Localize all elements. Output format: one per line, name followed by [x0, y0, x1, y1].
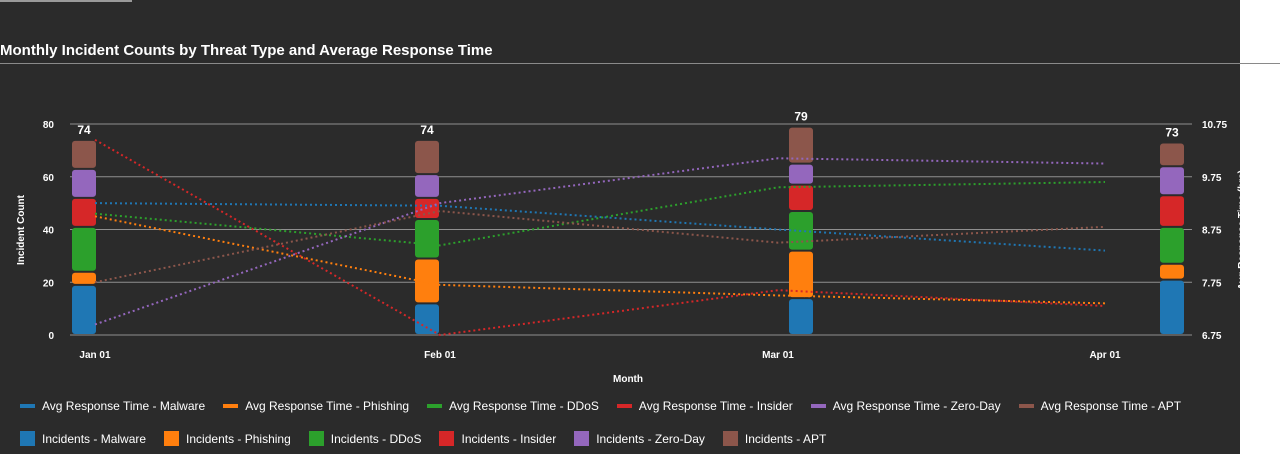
series-line: [94, 215, 1106, 305]
page-title: Monthly Incident Counts by Threat Type a…: [0, 42, 493, 59]
legend-swatch: [223, 404, 239, 408]
series-line: [94, 181, 1106, 247]
bar-total-label: 73: [1165, 125, 1179, 139]
bar-segment: [789, 251, 813, 298]
x-tick-label: Apr 01: [1089, 350, 1121, 361]
bar-segment: [1160, 143, 1184, 166]
tab-indicator: [0, 0, 132, 2]
legend-label: Avg Response Time - Phishing: [245, 399, 410, 413]
legend-label: Incidents - DDoS: [330, 431, 422, 446]
legend-swatch: [810, 404, 826, 408]
series-line: [94, 138, 1106, 337]
bar-segment: [415, 219, 439, 258]
series-line: [94, 202, 1106, 252]
legend-entry[interactable]: Avg Response Time - DDoS: [427, 399, 599, 413]
title-divider: [0, 63, 1280, 64]
bar-total-label: 79: [794, 110, 808, 124]
bar-total-label: 74: [420, 123, 434, 137]
legend-label: Incidents - Insider: [461, 431, 557, 446]
x-tick-label: Feb 01: [424, 350, 456, 361]
x-tick-label: Jan 01: [79, 350, 111, 361]
bar-segment: [72, 227, 96, 271]
legend-swatch: [1018, 404, 1034, 408]
legend-label: Incidents - Phishing: [186, 431, 291, 446]
legend-entry[interactable]: Incidents - Zero-Day: [574, 431, 705, 446]
legend-swatch: [616, 404, 632, 408]
series-line: [94, 210, 1106, 284]
bar-segment: [789, 127, 813, 163]
legend-entry[interactable]: Incidents - Phishing: [164, 431, 291, 446]
legend-label: Avg Response Time - Insider: [638, 399, 793, 413]
bar-segment: [72, 272, 96, 284]
chart-panel: [0, 0, 1240, 454]
y-tick-label: 40: [43, 226, 55, 237]
legend-lines: Avg Response Time - Malware Avg Response …: [20, 399, 1199, 413]
bar-segment: [1160, 167, 1184, 195]
legend-label: Avg Response Time - APT: [1040, 399, 1182, 413]
bar-total-label: 74: [77, 123, 91, 137]
legend-label: Avg Response Time - Malware: [42, 399, 206, 413]
bar-segment: [789, 164, 813, 184]
legend-swatch: [20, 404, 35, 408]
bar-segment: [789, 299, 813, 334]
legend-entry[interactable]: Avg Response Time - Phishing: [223, 399, 409, 413]
bar-segment: [1160, 280, 1184, 334]
y-tick-label: 0: [48, 331, 54, 342]
y-tick-label: 20: [43, 278, 55, 289]
bar-segment: [72, 285, 96, 334]
legend-entry[interactable]: Incidents - DDoS: [308, 431, 422, 446]
legend-label: Avg Response Time - Zero-Day: [832, 399, 1001, 413]
legend-swatch: [439, 431, 455, 446]
legend-swatch: [427, 404, 443, 408]
legend-swatch: [722, 431, 738, 446]
legend-swatch: [574, 431, 590, 446]
legend-entry[interactable]: Incidents - APT: [722, 431, 827, 446]
x-axis-label: Month: [613, 374, 643, 385]
y2-tick-label: 9.75: [1202, 173, 1222, 184]
bar-segment: [72, 140, 96, 168]
y2-axis-label: Avg Response Time (hrs): [1237, 170, 1248, 290]
x-tick-label: Mar 01: [762, 350, 794, 361]
y2-tick-label: 8.75: [1202, 226, 1222, 237]
y2-tick-label: 6.75: [1202, 331, 1222, 342]
right-margin: [1240, 0, 1280, 454]
bar-segment: [1160, 196, 1184, 226]
y-tick-label: 80: [43, 120, 55, 131]
legend-entry[interactable]: Incidents - Insider: [439, 431, 556, 446]
legend-label: Incidents - APT: [744, 431, 827, 446]
legend-label: Avg Response Time - DDoS: [449, 399, 599, 413]
bar-segment: [789, 185, 813, 211]
bar-segment: [1160, 264, 1184, 279]
legend-label: Incidents - Malware: [42, 431, 147, 446]
y-tick-label: 60: [43, 173, 55, 184]
legend-entry[interactable]: Avg Response Time - Malware: [20, 399, 205, 413]
legend-bars: Incidents - Malware Incidents - Phishing I…: [20, 431, 844, 446]
legend-swatch: [308, 431, 324, 446]
y-axis-label: Incident Count: [16, 194, 27, 265]
bar-segment: [72, 169, 96, 197]
bar-segment: [415, 304, 439, 334]
bar-segment: [415, 259, 439, 303]
legend-entry[interactable]: Incidents - Malware: [20, 431, 146, 446]
legend-entry[interactable]: Avg Response Time - APT: [1018, 399, 1182, 413]
bar-segment: [415, 175, 439, 197]
bar-segment: [415, 140, 439, 174]
bar-segment: [72, 198, 96, 226]
legend-swatch: [164, 431, 180, 446]
series-line: [94, 157, 1106, 326]
legend-entry[interactable]: Avg Response Time - Insider: [616, 399, 793, 413]
bar-segment: [1160, 227, 1184, 263]
legend-swatch: [20, 431, 35, 446]
y2-tick-label: 10.75: [1202, 120, 1227, 131]
y2-tick-label: 7.75: [1202, 278, 1222, 289]
legend-label: Incidents - Zero-Day: [596, 431, 705, 446]
legend-entry[interactable]: Avg Response Time - Zero-Day: [810, 399, 1001, 413]
